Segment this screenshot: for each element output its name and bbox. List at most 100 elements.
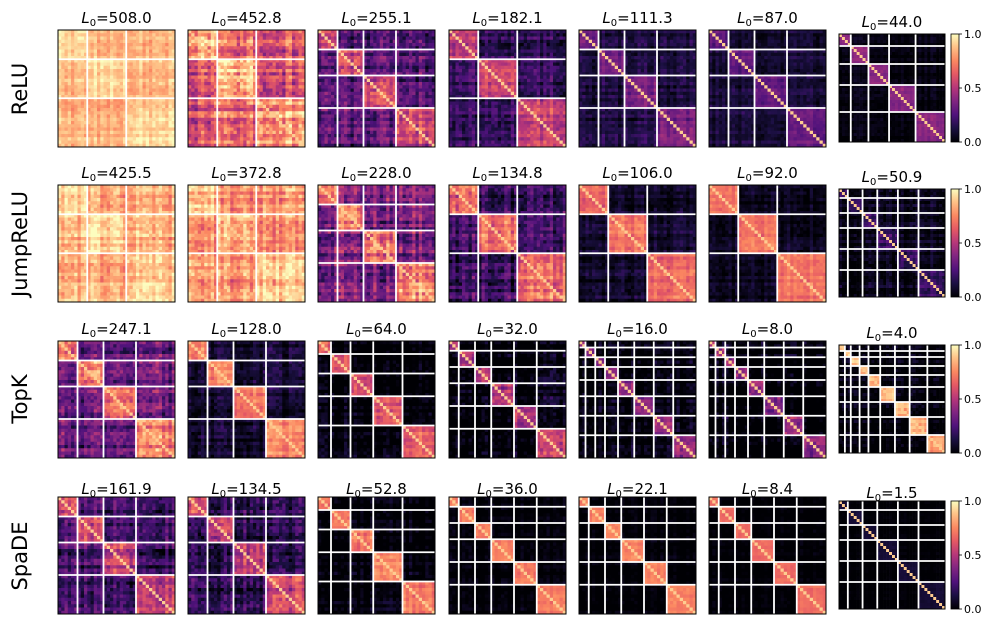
heatmap-cell bbox=[472, 63, 476, 67]
heatmap-cell bbox=[419, 69, 423, 73]
heatmap-cell bbox=[527, 111, 531, 115]
heatmap-cell bbox=[406, 79, 410, 83]
heatmap-cell bbox=[61, 82, 65, 86]
heatmap-cell bbox=[198, 69, 202, 73]
heatmap-cell bbox=[344, 85, 348, 89]
heatmap-cell bbox=[208, 137, 212, 141]
heatmap-cell bbox=[224, 33, 228, 37]
heatmap-cell bbox=[224, 53, 228, 57]
heatmap-cell bbox=[422, 43, 426, 47]
heatmap-cell bbox=[81, 69, 85, 73]
heatmap-cell bbox=[61, 63, 65, 67]
heatmap-cell bbox=[495, 43, 499, 47]
heatmap-cell bbox=[143, 134, 147, 138]
heatmap-cell bbox=[100, 76, 104, 80]
heatmap-cell bbox=[295, 89, 299, 93]
heatmap-cell bbox=[380, 69, 384, 73]
heatmap-cell bbox=[534, 111, 538, 115]
heatmap-cell bbox=[501, 82, 505, 86]
heatmap-cell bbox=[289, 118, 293, 122]
heatmap-cell bbox=[295, 111, 299, 115]
heatmap-cell bbox=[331, 92, 335, 96]
heatmap-cell bbox=[511, 92, 515, 96]
heatmap-cell bbox=[472, 124, 476, 128]
heatmap-cell bbox=[429, 40, 433, 44]
heatmap-cell bbox=[429, 137, 433, 141]
heatmap-cell bbox=[61, 85, 65, 89]
heatmap-cell bbox=[68, 46, 72, 50]
heatmap-cell bbox=[328, 121, 332, 125]
heatmap-cell bbox=[260, 121, 264, 125]
heatmap-cell bbox=[380, 66, 384, 70]
heatmap-cell bbox=[188, 105, 192, 109]
heatmap-cell bbox=[152, 66, 156, 70]
heatmap-cell bbox=[472, 37, 476, 41]
heatmap-cell bbox=[318, 111, 322, 115]
heatmap-cell bbox=[491, 115, 495, 119]
heatmap-cell bbox=[149, 118, 153, 122]
heatmap-cell bbox=[104, 134, 108, 138]
heatmap-cell bbox=[263, 69, 267, 73]
heatmap-cell bbox=[403, 85, 407, 89]
heatmap-cell bbox=[230, 124, 234, 128]
heatmap-cell bbox=[143, 46, 147, 50]
heatmap-cell bbox=[240, 118, 244, 122]
heatmap-cell bbox=[120, 137, 124, 141]
heatmap-cell bbox=[412, 30, 416, 34]
heatmap-cell bbox=[234, 46, 238, 50]
heatmap-cell bbox=[286, 108, 290, 112]
heatmap-cell bbox=[120, 30, 124, 34]
heatmap-cell bbox=[263, 33, 267, 37]
heatmap-cell bbox=[511, 89, 515, 93]
heatmap-cell bbox=[237, 63, 241, 67]
heatmap-cell bbox=[534, 115, 538, 119]
heatmap-cell bbox=[399, 53, 403, 57]
heatmap-cell bbox=[416, 92, 420, 96]
heatmap-cell bbox=[380, 59, 384, 63]
heatmap-cell bbox=[68, 66, 72, 70]
heatmap-cell bbox=[412, 59, 416, 63]
heatmap-cell bbox=[117, 92, 121, 96]
heatmap-cell bbox=[269, 111, 273, 115]
heatmap-cell bbox=[553, 89, 557, 93]
heatmap-cell bbox=[198, 85, 202, 89]
heatmap-cell bbox=[130, 63, 134, 67]
heatmap-cell bbox=[289, 33, 293, 37]
heatmap-cell bbox=[452, 118, 456, 122]
heatmap-cell bbox=[250, 105, 254, 109]
heatmap-cell bbox=[143, 79, 147, 83]
heatmap-cell bbox=[68, 102, 72, 106]
heatmap-cell bbox=[547, 53, 551, 57]
heatmap-cell bbox=[97, 76, 101, 80]
heatmap-cell bbox=[469, 66, 473, 70]
heatmap-cell bbox=[188, 72, 192, 76]
heatmap-cell bbox=[269, 37, 273, 41]
heatmap-cell bbox=[162, 30, 166, 34]
heatmap-cell bbox=[282, 46, 286, 50]
heatmap-cell bbox=[367, 111, 371, 115]
heatmap-cell bbox=[373, 85, 377, 89]
heatmap-cell bbox=[221, 115, 225, 119]
heatmap-cell bbox=[107, 121, 111, 125]
heatmap-cell bbox=[81, 121, 85, 125]
heatmap-cell bbox=[143, 121, 147, 125]
heatmap-cell bbox=[289, 111, 293, 115]
heatmap-cell bbox=[81, 118, 85, 122]
heatmap-cell bbox=[491, 66, 495, 70]
heatmap-cell bbox=[260, 124, 264, 128]
heatmap-cell bbox=[409, 115, 413, 119]
heatmap-cell bbox=[204, 102, 208, 106]
heatmap-cell bbox=[527, 108, 531, 112]
heatmap-cell bbox=[482, 76, 486, 80]
heatmap-cell bbox=[547, 85, 551, 89]
heatmap-cell bbox=[94, 63, 98, 67]
heatmap-cell bbox=[58, 66, 62, 70]
heatmap-cell bbox=[81, 89, 85, 93]
heatmap-cell bbox=[227, 76, 231, 80]
heatmap-cell bbox=[71, 137, 75, 141]
row-label-jumprelu: JumpReLU bbox=[8, 191, 32, 299]
heatmap-cell bbox=[159, 37, 163, 41]
heatmap-cell bbox=[107, 118, 111, 122]
heatmap-cell bbox=[491, 43, 495, 47]
heatmap-cell bbox=[331, 95, 335, 99]
